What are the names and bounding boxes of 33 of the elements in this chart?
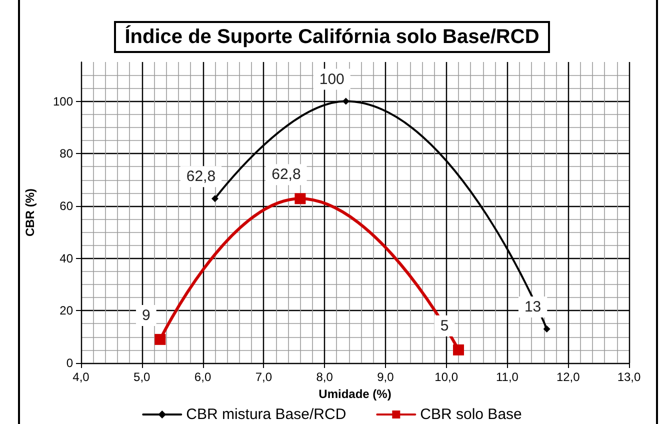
x-tick-label: 6,0 [194,370,212,384]
x-tick-label: 11,0 [496,370,519,384]
y-axis-title: CBR (%) [23,188,37,236]
point [543,325,550,332]
y-tick-label: 100 [52,94,74,108]
data-label: 62,8 [272,166,301,184]
data-label: 100 [319,70,344,88]
x-tick-label: 12,0 [556,370,580,384]
data-label: 62,8 [186,168,216,186]
point [453,344,464,356]
x-tick-label: 9,0 [377,370,394,384]
x-axis-title: Umidade (%) [318,386,392,401]
data-label: 5 [440,317,449,334]
y-tick-label: 20 [60,304,74,318]
point [211,195,218,202]
x-tick-label: 4,0 [72,370,90,384]
x-tick-label: 10,0 [434,370,458,384]
y-tick-label: 0 [66,356,74,370]
y-tick-label: 40 [60,251,74,266]
x-tick-label: 7,0 [255,370,272,384]
point [154,334,166,345]
data-label: 13 [524,298,542,316]
legend-label: CBR solo Base [420,406,522,423]
data-label: 9 [142,306,150,324]
point [294,193,306,204]
y-tick-label: 60 [60,198,74,213]
point [342,98,350,105]
x-tick-label: 13,0 [617,370,641,384]
chart-title: Índice de Suporte Califórnia solo Base/RCD [124,25,540,48]
x-tick-label: 5,0 [134,370,151,384]
y-tick-label: 80 [60,146,74,161]
x-tick-label: 8,0 [316,370,334,384]
legend-label: CBR mistura Base/RCD [186,406,346,423]
